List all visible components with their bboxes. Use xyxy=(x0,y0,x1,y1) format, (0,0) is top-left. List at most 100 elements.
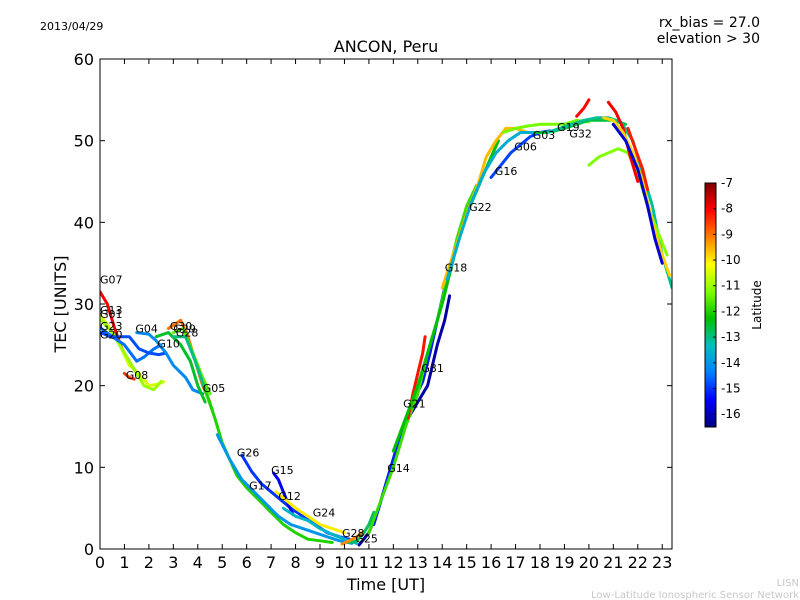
y-tick-label: 40 xyxy=(74,213,94,232)
sat-label-g06: G06 xyxy=(514,141,537,154)
sat-label-g20: G20 xyxy=(100,328,123,341)
x-tick-label: 3 xyxy=(168,553,178,572)
colorbar-ticks: -7 -8 -9 -10 -11 -12 -13 -14 -15 -16 xyxy=(713,176,741,421)
sat-label-g05: G05 xyxy=(203,382,226,395)
colorbar-tick-label: -7 xyxy=(721,176,733,190)
x-tick-label: 5 xyxy=(217,553,227,572)
series-g28 xyxy=(340,531,364,546)
sat-label-g25: G25 xyxy=(355,533,378,546)
sat-label-g26: G26 xyxy=(237,447,260,460)
x-tick-label: 2 xyxy=(144,553,154,572)
series-layer xyxy=(100,98,672,547)
sat-label-g14: G14 xyxy=(387,462,410,475)
sat-label-g28: G28 xyxy=(342,527,365,540)
sat-label-g07: G07 xyxy=(100,274,123,287)
y-tick-label: 60 xyxy=(74,50,94,69)
series-g15 xyxy=(272,471,295,517)
date-label: 2013/04/29 xyxy=(40,20,103,33)
sat-label-g28: G28 xyxy=(176,327,199,340)
x-tick-label: 14 xyxy=(432,553,452,572)
series-g25 xyxy=(347,510,376,544)
x-tick-label: 16 xyxy=(481,553,501,572)
series-g08 xyxy=(122,371,136,381)
colorbar-tick-label: -8 xyxy=(721,202,733,216)
y-tick-label: 10 xyxy=(74,458,94,477)
series-g12 xyxy=(274,490,346,535)
series-g04 xyxy=(135,331,205,396)
sat-label-g32: G32 xyxy=(569,127,592,140)
colorbar-tick-label: -15 xyxy=(721,381,741,395)
colorbar-label: Latitude xyxy=(750,280,764,329)
y-ticks: 0 10 20 30 40 50 60 xyxy=(74,50,672,559)
sat-label-g23: G23 xyxy=(100,320,123,333)
series-g20 xyxy=(100,331,168,357)
y-axis-label: TEC [UNITS] xyxy=(51,256,70,354)
sat-label-g24: G24 xyxy=(313,506,336,519)
series-g03 xyxy=(501,118,591,134)
x-axis-label: Time [UT] xyxy=(346,575,425,594)
x-tick-label: 4 xyxy=(193,553,203,572)
colorbar-gradient xyxy=(704,182,717,428)
x-tick-label: 19 xyxy=(554,553,574,572)
series-g32 xyxy=(545,116,672,290)
sat-label-g16: G16 xyxy=(495,165,518,178)
x-tick-label: 7 xyxy=(266,553,276,572)
x-tick-label: 17 xyxy=(505,553,525,572)
x-ticks: 0 1 2 3 4 5 6 7 8 9 10 11 12 13 14 15 16 17 18 19 20 21 22 23 xyxy=(95,59,672,572)
y-tick-label: 30 xyxy=(74,295,94,314)
colorbar-tick-label: -14 xyxy=(721,356,741,370)
series-g16 xyxy=(445,131,547,281)
series-g08b xyxy=(611,122,664,265)
sat-label-g18: G18 xyxy=(445,261,468,274)
series-g02 xyxy=(606,100,640,183)
sat-label-g10: G10 xyxy=(157,337,180,350)
sat-label-g12: G12 xyxy=(278,490,301,503)
x-tick-label: 21 xyxy=(603,553,623,572)
x-tick-label: 15 xyxy=(456,553,476,572)
footer-network: Low-Latitude Ionospheric Sensor Network xyxy=(591,590,799,600)
footer-org: LISN xyxy=(777,578,799,589)
series-g01 xyxy=(100,318,163,392)
x-tick-label: 23 xyxy=(652,553,672,572)
x-tick-label: 20 xyxy=(579,553,599,572)
colorbar-tick-label: -13 xyxy=(721,330,741,344)
chart-title: ANCON, Peru xyxy=(334,37,438,56)
rx-bias-label: rx_bias = 27.0 xyxy=(659,15,760,31)
sat-label-g13: G13 xyxy=(100,304,123,317)
sat-label-g29: G29 xyxy=(173,323,196,336)
x-tick-label: 0 xyxy=(95,553,105,572)
sat-label-g19: G19 xyxy=(557,121,580,134)
x-tick-label: 6 xyxy=(242,553,252,572)
colorbar: -7 -8 -9 -10 -11 -12 -13 -14 -15 -16 Latitude xyxy=(704,176,764,428)
x-tick-label: 12 xyxy=(383,553,403,572)
colorbar-tick-label: -16 xyxy=(721,407,741,421)
x-tick-label: 11 xyxy=(359,553,379,572)
y-tick-label: 0 xyxy=(84,540,94,559)
x-tick-label: 8 xyxy=(290,553,300,572)
x-tick-label: 10 xyxy=(334,553,354,572)
sat-label-g30: G30 xyxy=(170,320,193,333)
colorbar-tick-label: -11 xyxy=(721,279,741,293)
sat-label-g15: G15 xyxy=(271,464,294,477)
x-tick-label: 18 xyxy=(530,553,550,572)
series-g24 xyxy=(281,506,359,545)
series-g09 xyxy=(575,98,591,118)
sat-label-g31: G31 xyxy=(421,362,444,375)
x-tick-label: 1 xyxy=(119,553,129,572)
sat-label-g17: G17 xyxy=(249,479,272,492)
series-g07b xyxy=(626,126,650,192)
y-tick-label: 50 xyxy=(74,132,94,151)
sat-label-g22: G22 xyxy=(469,201,492,214)
sat-label-g21: G21 xyxy=(403,398,426,411)
sat-label-g03: G03 xyxy=(533,129,556,142)
sat-label-g04: G04 xyxy=(135,323,158,336)
colorbar-tick-label: -10 xyxy=(721,253,741,267)
x-tick-label: 13 xyxy=(408,553,428,572)
sat-label-g01: G01 xyxy=(100,308,123,321)
y-tick-label: 20 xyxy=(74,377,94,396)
elevation-label: elevation > 30 xyxy=(657,31,760,47)
x-tick-label: 22 xyxy=(628,553,648,572)
sat-label-g08: G08 xyxy=(126,369,149,382)
